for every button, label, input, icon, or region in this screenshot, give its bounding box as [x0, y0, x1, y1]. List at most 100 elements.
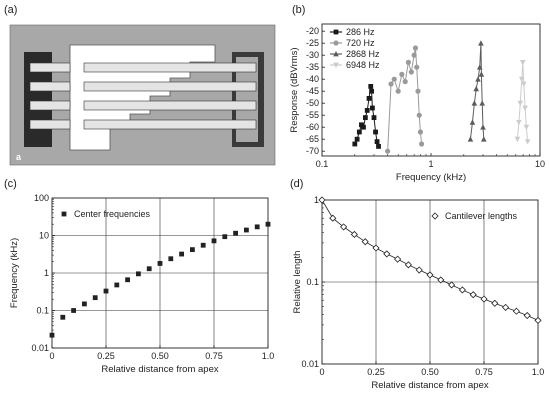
y-tick-label: 0.1	[306, 277, 319, 287]
series-0	[318, 196, 542, 324]
panel-d-label: (d)	[290, 178, 304, 190]
data-point	[136, 271, 141, 277]
data-point	[520, 81, 527, 87]
y-tick-label: -25	[306, 38, 319, 48]
legend-marker	[431, 212, 439, 220]
data-point	[502, 303, 510, 311]
y-axis-label: Response (dBVrms)	[289, 47, 300, 132]
data-point	[114, 282, 120, 288]
legend-marker	[333, 29, 339, 35]
y-tick-label: -45	[306, 86, 319, 96]
data-point	[517, 100, 524, 107]
data-point	[480, 136, 487, 142]
data-point	[372, 244, 380, 252]
data-point	[479, 100, 486, 106]
data-point	[318, 196, 326, 204]
legend-marker	[333, 62, 339, 68]
chart-b: 0.1 1 10 -70 -65 -60 -55 -50 -45 -40 -35 -30 -25 -20 F…	[289, 23, 545, 183]
y-tick-label: -55	[306, 110, 319, 120]
y-tick-label: 10	[39, 231, 49, 241]
data-point	[233, 230, 238, 236]
data-point	[516, 120, 522, 126]
data-point	[361, 124, 366, 130]
data-point	[408, 69, 414, 75]
data-point	[125, 277, 130, 283]
cantilever-beam	[29, 62, 71, 73]
legend-label: 6948 Hz	[346, 60, 380, 70]
data-point	[211, 238, 217, 244]
y-tick-label: 1	[314, 195, 319, 205]
data-point	[366, 96, 372, 101]
data-point	[222, 234, 228, 240]
data-point	[388, 81, 394, 87]
data-point	[395, 88, 401, 94]
data-point	[448, 281, 456, 289]
inset-label: a	[16, 152, 22, 162]
data-point	[383, 250, 391, 258]
data-point	[368, 84, 374, 89]
cantilever-beam	[29, 119, 71, 130]
cantilever-beam	[29, 100, 71, 111]
data-point	[480, 295, 488, 303]
x-tick-label: 0.25	[367, 367, 385, 377]
data-point	[417, 129, 424, 135]
data-point	[475, 76, 481, 82]
x-tick-label: 1.0	[532, 367, 545, 377]
data-point	[60, 314, 66, 320]
cantilever-beam	[83, 81, 257, 92]
legend-label: Center frequencies	[74, 209, 151, 219]
y-axis-label: Relative length	[292, 251, 303, 314]
x-axis-label: Frequency (kHz)	[396, 172, 466, 183]
data-point	[103, 288, 109, 294]
data-point	[370, 105, 375, 111]
data-point	[71, 308, 76, 313]
data-point	[471, 100, 478, 106]
data-point	[92, 295, 98, 301]
data-point	[404, 261, 412, 269]
data-point	[244, 227, 249, 233]
x-tick-label: 0.25	[97, 351, 115, 361]
data-point	[426, 271, 434, 279]
data-point	[356, 129, 362, 135]
x-tick-label: 0.50	[421, 367, 439, 377]
data-point	[49, 332, 55, 338]
data-point	[394, 255, 402, 263]
legend: Center frequencies	[61, 209, 151, 219]
x-axis-label: Relative distance from apex	[101, 364, 218, 375]
series-0	[352, 84, 381, 149]
data-point	[265, 221, 271, 227]
data-point	[385, 148, 391, 154]
data-point	[437, 276, 445, 284]
data-point	[522, 105, 528, 111]
data-point	[473, 85, 480, 92]
data-point	[82, 301, 87, 307]
chart-d: 0 0.25 0.50 0.75 1.0 0.01 0.1 1 Relative distanc…	[292, 195, 544, 391]
device-micrograph: a	[9, 24, 276, 166]
legend-label: 286 Hz	[346, 27, 375, 37]
data-point	[376, 144, 381, 149]
legend-marker	[61, 211, 67, 217]
data-point	[469, 119, 476, 125]
data-point	[405, 59, 411, 65]
data-point	[512, 307, 520, 315]
data-point	[480, 124, 486, 130]
data-point	[373, 129, 378, 135]
data-point	[350, 230, 358, 239]
series-3	[514, 60, 531, 145]
cantilever-beam	[29, 81, 71, 92]
data-point	[340, 223, 348, 231]
data-point	[146, 266, 152, 272]
y-tick-label: -50	[306, 98, 319, 108]
x-tick-label: 1	[428, 159, 433, 169]
x-tick-label: 0	[319, 367, 324, 377]
data-point	[354, 136, 360, 142]
data-point	[391, 76, 397, 82]
x-tick-label: 0	[49, 351, 54, 361]
series-0	[49, 221, 271, 338]
data-point	[478, 40, 484, 46]
data-point	[362, 115, 368, 120]
y-tick-label: -20	[306, 26, 319, 36]
data-point	[491, 299, 499, 307]
data-point	[419, 141, 425, 147]
y-tick-label: 0.01	[301, 359, 319, 369]
